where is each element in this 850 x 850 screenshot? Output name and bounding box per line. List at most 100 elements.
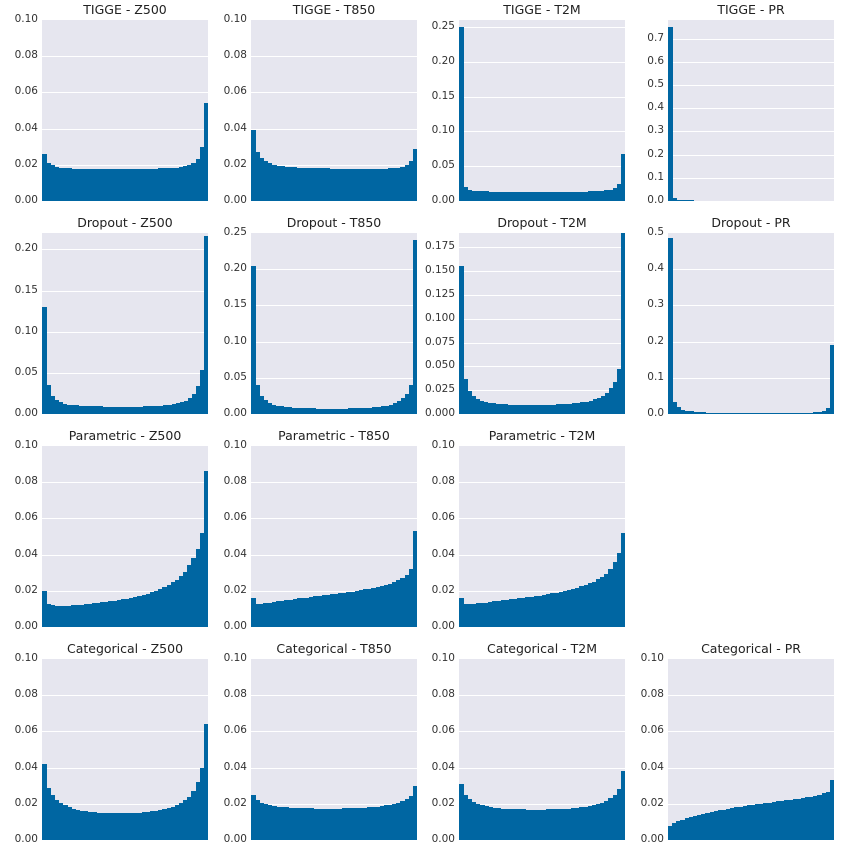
gridline (251, 731, 417, 732)
histogram-bar (62, 805, 68, 840)
y-tick-label: 0.05 (223, 370, 247, 383)
histogram-bar (178, 803, 184, 840)
histogram-bar (300, 808, 306, 840)
plot-area (42, 659, 208, 840)
histogram-bar (620, 154, 625, 201)
histogram-panel: Dropout - Z500 0.00 0.05 0.10 0.15 0.20 (15, 213, 208, 419)
histogram-bar (579, 586, 585, 627)
histogram-bar (91, 169, 97, 201)
gridline (42, 92, 208, 93)
histogram-bar (158, 168, 163, 201)
histogram-panel: Categorical - Z500 0.00 0.02 0.04 0.06 0.08 0.… (15, 639, 208, 845)
histogram-bar (313, 808, 318, 840)
histogram-bar (129, 813, 134, 840)
histogram-bar (325, 594, 331, 627)
histogram-panel: Parametric - Z500 0.00 0.02 0.04 0.06 0.08 0.1… (15, 426, 208, 632)
histogram-bar (292, 167, 298, 201)
histogram-bar (255, 385, 260, 414)
y-tick-label: 0.00 (431, 833, 455, 845)
histogram-bar (507, 404, 513, 414)
histogram-bar (162, 809, 168, 840)
histogram-bar (166, 585, 172, 627)
gridline (251, 342, 417, 343)
gridline (251, 165, 417, 166)
histogram-bar (284, 600, 289, 627)
histogram-bar (583, 585, 589, 627)
y-tick-label: 0.2 (647, 147, 664, 160)
histogram-bar (584, 401, 590, 414)
y-tick-label: 0.02 (431, 583, 455, 596)
y-tick-label: 0.15 (431, 89, 455, 102)
histogram-panel: Categorical - T2M 0.00 0.02 0.04 0.06 0.08 0.1… (432, 639, 625, 845)
histogram-bar (562, 590, 568, 627)
histogram-bar (62, 403, 67, 414)
histogram-bar (46, 604, 51, 627)
histogram-bar (620, 771, 625, 840)
histogram-bar (527, 404, 533, 414)
histogram-bar (604, 190, 609, 201)
gridline (459, 131, 625, 132)
gridline (668, 155, 834, 156)
gridline (251, 378, 417, 379)
histogram-bar (300, 598, 306, 627)
y-tick-label: 0.6 (647, 54, 664, 67)
y-tick-label: 0.08 (14, 475, 38, 488)
gridline (459, 555, 625, 556)
histogram-bar (499, 404, 505, 414)
histogram-bar (508, 599, 514, 627)
y-tick-label: 0.10 (14, 13, 38, 25)
histogram-bar (367, 168, 372, 201)
histogram-bar (672, 197, 677, 201)
histogram-bar (467, 604, 473, 627)
plot-area (668, 20, 834, 201)
gridline (42, 129, 208, 130)
histogram-bar (612, 561, 618, 627)
histogram-bar (50, 164, 56, 201)
gridline (668, 131, 834, 132)
histogram-bar (203, 724, 208, 840)
histogram-bar (495, 403, 501, 414)
histogram-bar (116, 600, 122, 627)
histogram-bar (313, 596, 318, 627)
histogram-bar (467, 799, 473, 840)
histogram-bar (463, 794, 468, 840)
histogram-bar (170, 582, 176, 627)
histogram-bar (821, 410, 827, 414)
histogram-bar (183, 166, 188, 201)
y-tick-label: 0.3 (647, 298, 664, 311)
histogram-bar (70, 404, 75, 414)
histogram-bar (400, 166, 406, 201)
histogram-bar (71, 808, 76, 840)
histogram-bar (375, 806, 381, 840)
histogram-bar (546, 191, 551, 201)
y-tick-label: 0.000 (424, 407, 455, 419)
histogram-bar (575, 587, 580, 627)
panel-title: Dropout - PR (711, 215, 791, 230)
histogram-panel: Dropout - T2M 0.000 0.025 0.050 0.075 0.100 0.… (425, 213, 625, 419)
y-tick-label: 0.20 (223, 262, 247, 275)
histogram-bar (734, 807, 740, 840)
histogram-bar (296, 598, 302, 627)
histogram-bar (668, 825, 673, 840)
gridline (668, 695, 834, 696)
plot-area (459, 233, 625, 414)
histogram-bar (106, 406, 112, 414)
histogram-bar (300, 167, 306, 201)
y-tick-label: 0.10 (14, 652, 38, 664)
histogram-bar (475, 803, 481, 840)
histogram-bar (251, 265, 256, 414)
histogram-bar (100, 812, 105, 840)
histogram-bar (334, 593, 339, 627)
histogram-bar (283, 406, 289, 414)
histogram-bar (267, 602, 273, 627)
histogram-bar (187, 796, 192, 840)
y-tick-label: 0.10 (223, 652, 247, 664)
histogram-panel: TIGGE - T2M 0.00 0.05 0.10 0.15 0.20 0.25 (432, 0, 625, 206)
y-tick-label: 0.5 (647, 226, 664, 238)
histogram-bar (267, 805, 273, 840)
histogram-bar (58, 605, 64, 627)
histogram-bar (288, 166, 294, 201)
histogram-bar (546, 809, 551, 840)
histogram-bar (329, 808, 335, 840)
histogram-bar (383, 584, 389, 627)
